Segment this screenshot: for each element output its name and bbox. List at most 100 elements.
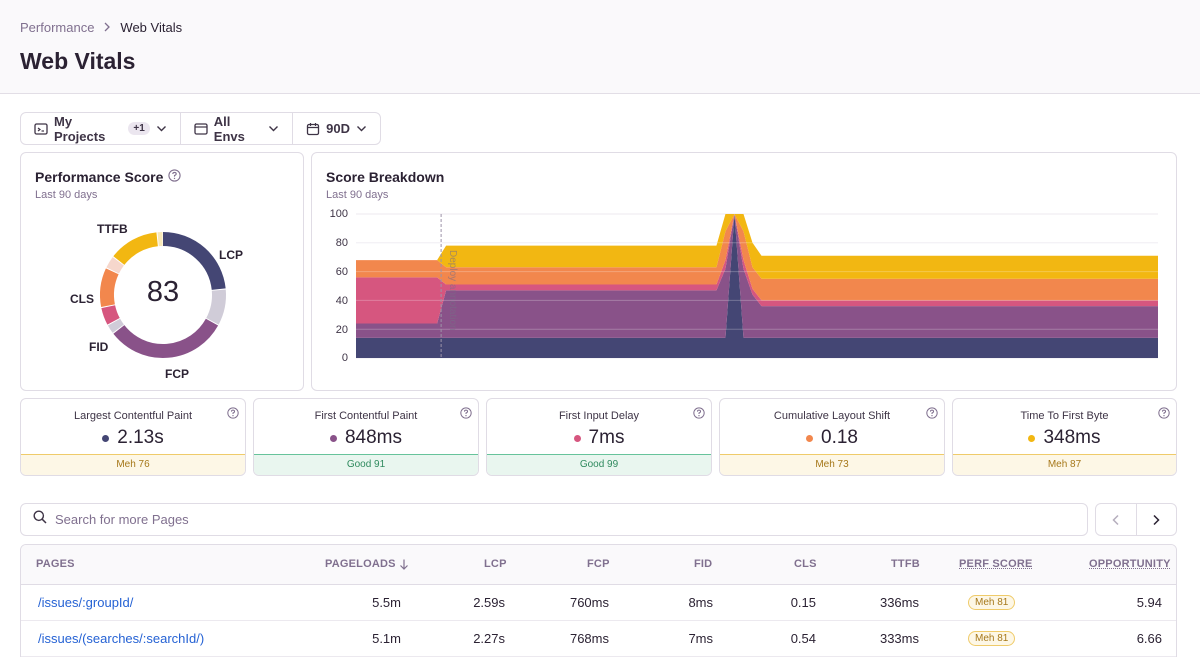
donut-segment-cls[interactable] bbox=[100, 268, 119, 308]
filter-bar: My Projects +1 All Envs 90D bbox=[20, 112, 381, 145]
y-tick-60: 60 bbox=[335, 266, 348, 278]
vital-status: Meh 76 bbox=[21, 454, 245, 475]
vital-value: 848ms bbox=[344, 427, 403, 448]
breadcrumb-performance-link[interactable]: Performance bbox=[20, 20, 95, 35]
vital-card-ttfb[interactable]: Time To First Byte 348ms Meh 87 bbox=[952, 398, 1177, 476]
vital-name: Largest Contentful Paint bbox=[73, 410, 193, 422]
next-page-button[interactable] bbox=[1135, 504, 1177, 535]
breadcrumb-current: Web Vitals bbox=[120, 20, 183, 35]
vital-card-lcp[interactable]: Largest Contentful Paint 2.13s Meh 76 bbox=[20, 398, 246, 476]
help-icon[interactable] bbox=[168, 169, 182, 185]
performance-score-value: 83 bbox=[146, 276, 180, 308]
vital-status: Meh 87 bbox=[953, 454, 1176, 475]
chevron-right-icon bbox=[102, 21, 112, 35]
chevron-right-icon bbox=[1153, 514, 1160, 525]
vital-value: 0.18 bbox=[821, 427, 858, 448]
cell-fcp: 760ms bbox=[569, 595, 609, 610]
help-icon[interactable] bbox=[1158, 406, 1170, 424]
vital-status: Good 91 bbox=[254, 454, 478, 475]
chevron-down-icon bbox=[156, 123, 167, 134]
column-header-ttfb[interactable]: TTFB bbox=[891, 558, 920, 570]
vital-value: 7ms bbox=[588, 427, 625, 448]
donut-segment-fcp[interactable] bbox=[113, 318, 219, 358]
breadcrumb: Performance Web Vitals bbox=[20, 20, 182, 35]
vital-value-row: 0.18 bbox=[720, 427, 944, 449]
donut-label-fid: FID bbox=[89, 340, 109, 354]
performance-score-panel: Performance Score Last 90 days TTFB LCP … bbox=[20, 152, 304, 391]
y-tick-40: 40 bbox=[335, 295, 348, 307]
help-icon[interactable] bbox=[227, 406, 239, 424]
vital-card-fcp[interactable]: First Contentful Paint 848ms Good 91 bbox=[253, 398, 479, 476]
vital-name: First Input Delay bbox=[558, 410, 640, 422]
donut-segment-lcp[interactable] bbox=[162, 232, 226, 291]
area-series-fid[interactable] bbox=[356, 214, 1158, 324]
vital-status: Meh 73 bbox=[720, 454, 944, 475]
score-breakdown-title: Score Breakdown bbox=[326, 169, 445, 185]
date-range-filter-button[interactable]: 90D bbox=[292, 113, 380, 144]
arrow-down-icon bbox=[399, 559, 408, 570]
page-search-input[interactable] bbox=[55, 512, 955, 527]
vital-value: 348ms bbox=[1043, 427, 1101, 448]
column-header-fid[interactable]: FID bbox=[694, 558, 713, 570]
page-link[interactable]: /issues/(searches/:searchId/) bbox=[38, 631, 205, 646]
vital-card-cls[interactable]: Cumulative Layout Shift 0.18 Meh 73 bbox=[719, 398, 945, 476]
donut-label-lcp: LCP bbox=[219, 248, 243, 262]
y-tick-20: 20 bbox=[335, 324, 348, 336]
donut-segment-fcp-remaining[interactable] bbox=[107, 318, 124, 333]
previous-page-button[interactable] bbox=[1096, 504, 1136, 535]
vital-value-row: 348ms bbox=[953, 427, 1176, 449]
donut-segment-cls-remaining[interactable] bbox=[106, 257, 124, 274]
cell-ttfb: 333ms bbox=[879, 631, 919, 646]
vital-name: Time To First Byte bbox=[1020, 410, 1109, 422]
column-header-lcp[interactable]: LCP bbox=[484, 558, 507, 570]
cell-opportunity: 6.66 bbox=[1136, 631, 1162, 646]
vital-card-fid[interactable]: First Input Delay 7ms Good 99 bbox=[486, 398, 712, 476]
vital-name: Cumulative Layout Shift bbox=[773, 410, 891, 422]
donut-segment-lcp-remaining[interactable] bbox=[206, 289, 226, 325]
cell-cls: 0.54 bbox=[790, 631, 816, 646]
score-breakdown-period: Last 90 days bbox=[326, 189, 389, 201]
help-icon[interactable] bbox=[926, 406, 938, 424]
page-link[interactable]: /issues/:groupId/ bbox=[38, 595, 134, 610]
column-header-fcp[interactable]: FCP bbox=[587, 558, 610, 570]
vital-color-dot bbox=[573, 434, 581, 442]
vital-value-row: 848ms bbox=[254, 427, 478, 449]
cell-fid: 8ms bbox=[688, 595, 713, 610]
help-icon[interactable] bbox=[693, 406, 705, 424]
area-series-cls[interactable] bbox=[356, 214, 1158, 301]
project-filter-button[interactable]: My Projects +1 bbox=[21, 113, 180, 144]
cell-lcp: 2.27s bbox=[473, 631, 505, 646]
column-header-pageloads[interactable]: PAGELOADS bbox=[325, 558, 409, 570]
column-header-cls[interactable]: CLS bbox=[794, 558, 817, 570]
y-tick-100: 100 bbox=[329, 208, 348, 220]
area-series-ttfb[interactable] bbox=[356, 214, 1158, 279]
cell-fid: 7ms bbox=[688, 631, 713, 646]
performance-score-title: Performance Score bbox=[35, 169, 182, 185]
chevron-down-icon bbox=[356, 123, 367, 134]
cell-lcp: 2.59s bbox=[473, 595, 505, 610]
donut-label-fcp: FCP bbox=[165, 367, 189, 381]
environment-filter-button[interactable]: All Envs bbox=[179, 113, 292, 144]
donut-label-ttfb: TTFB bbox=[97, 222, 128, 236]
vital-value-row: 7ms bbox=[487, 427, 711, 449]
cell-pageloads: 5.1m bbox=[372, 631, 401, 646]
column-header-opportunity[interactable]: OPPORTUNITY bbox=[1089, 558, 1171, 570]
column-header-pages: PAGES bbox=[36, 558, 75, 570]
cell-ttfb: 336ms bbox=[879, 595, 919, 610]
help-icon[interactable] bbox=[460, 406, 472, 424]
column-header-perf-score[interactable]: PERF SCORE bbox=[959, 558, 1033, 570]
donut-segment-ttfb[interactable] bbox=[113, 232, 159, 266]
project-filter-label: My Projects bbox=[54, 113, 106, 144]
page-title: Web Vitals bbox=[20, 48, 136, 74]
date-range-label: 90D bbox=[326, 121, 350, 136]
environment-filter-label: All Envs bbox=[213, 113, 245, 144]
donut-segment-fid[interactable] bbox=[101, 304, 120, 325]
performance-score-heading: Performance Score bbox=[35, 169, 164, 185]
chevron-down-icon bbox=[268, 123, 279, 134]
vital-value: 2.13s bbox=[117, 427, 164, 448]
project-count-badge: +1 bbox=[128, 122, 150, 135]
area-series-lcp[interactable] bbox=[356, 214, 1158, 358]
perf-score-badge: Meh 81 bbox=[968, 631, 1016, 646]
area-series-fcp[interactable] bbox=[356, 214, 1158, 338]
pagination bbox=[1095, 503, 1177, 536]
